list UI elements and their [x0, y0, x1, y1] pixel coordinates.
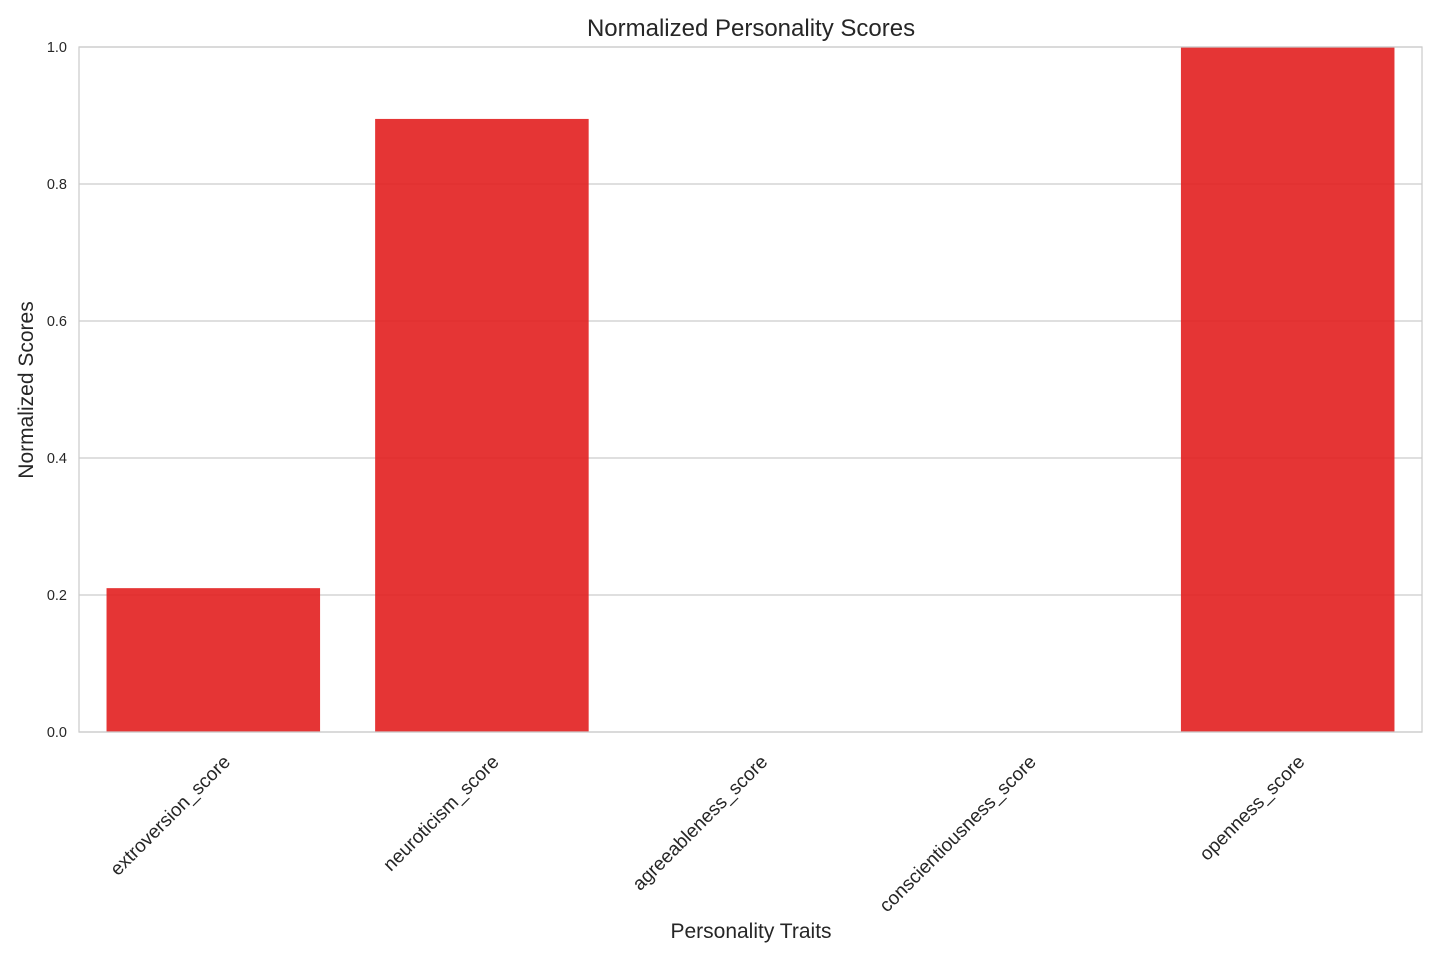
- chart-title: Normalized Personality Scores: [587, 15, 915, 42]
- x-tick-label: neuroticism_score: [380, 752, 504, 876]
- bar-openness-score: [1180, 47, 1395, 732]
- x-tick-label: agreeableness_score: [629, 752, 772, 895]
- bar-neuroticism-score: [375, 118, 589, 733]
- bars: [106, 47, 1395, 733]
- y-tick-label: 0.2: [47, 588, 67, 604]
- y-tick-label: 1.0: [47, 40, 67, 56]
- y-tick-label: 0.4: [47, 451, 67, 467]
- y-tick-label: 0.6: [47, 314, 67, 330]
- x-tick-label: openness_score: [1196, 752, 1309, 865]
- y-tick-label: 0.0: [47, 725, 67, 741]
- bar-extroversion-score: [106, 588, 321, 732]
- plot-frame: [78, 46, 1423, 733]
- x-tick-label: extroversion_score: [107, 752, 235, 880]
- x-tick-labels: extroversion_score neuroticism_score agree…: [107, 752, 1310, 917]
- y-axis-label: Normalized Scores: [15, 301, 38, 478]
- x-tick-label: conscientiousness_score: [876, 752, 1041, 917]
- x-axis-label: Personality Traits: [670, 920, 831, 943]
- y-tick-label: 0.8: [47, 177, 67, 193]
- y-tick-labels: 0.0 0.2 0.4 0.6 0.8 1.0: [47, 40, 67, 741]
